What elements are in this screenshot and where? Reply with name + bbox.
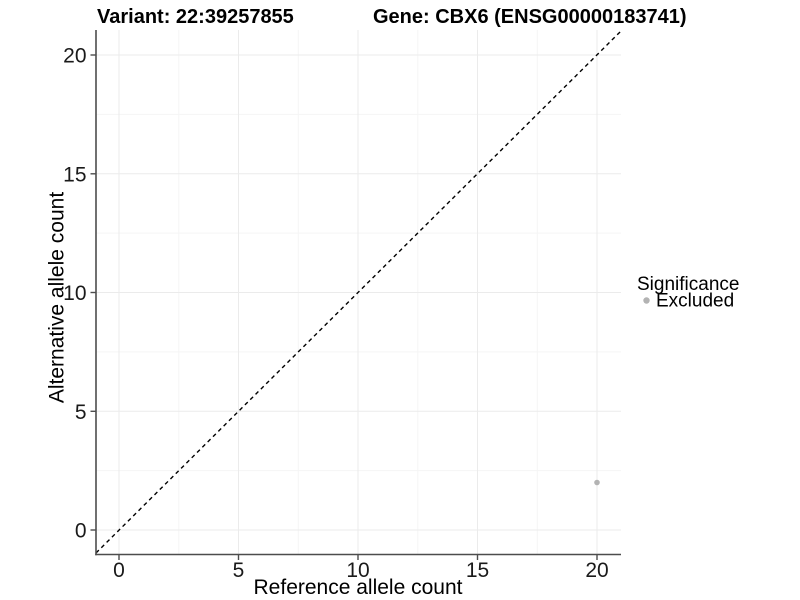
y-tick-label-5: 5 — [75, 401, 87, 424]
plot-title-variant: Variant: 22:39257855 — [97, 6, 294, 28]
x-tick-label-0: 0 — [113, 559, 125, 582]
y-tick-label-20: 20 — [63, 45, 86, 68]
x-tick-label-5: 5 — [233, 559, 245, 582]
x-axis-title: Reference allele count — [254, 576, 463, 599]
legend-item-label-excluded: Excluded — [656, 291, 734, 312]
axis-lines — [95, 30, 621, 556]
legend: Significance Excluded — [637, 274, 739, 312]
x-tick-label-15: 15 — [466, 559, 489, 582]
x-tick-label-10: 10 — [346, 559, 369, 582]
legend-title: Significance — [637, 274, 739, 295]
y-axis-title: Alternative allele count — [46, 192, 69, 403]
y-tick-label-10: 10 — [63, 282, 86, 305]
identity-reference-line — [95, 30, 622, 554]
y-tick-label-0: 0 — [75, 520, 87, 543]
y-tick-label-15: 15 — [63, 163, 86, 186]
tick-marks — [90, 54, 598, 560]
data-point-excluded — [594, 479, 600, 486]
plot-title-gene: Gene: CBX6 (ENSG00000183741) — [373, 6, 687, 28]
legend-key-excluded-icon — [643, 297, 650, 304]
x-tick-label-20: 20 — [585, 559, 608, 582]
